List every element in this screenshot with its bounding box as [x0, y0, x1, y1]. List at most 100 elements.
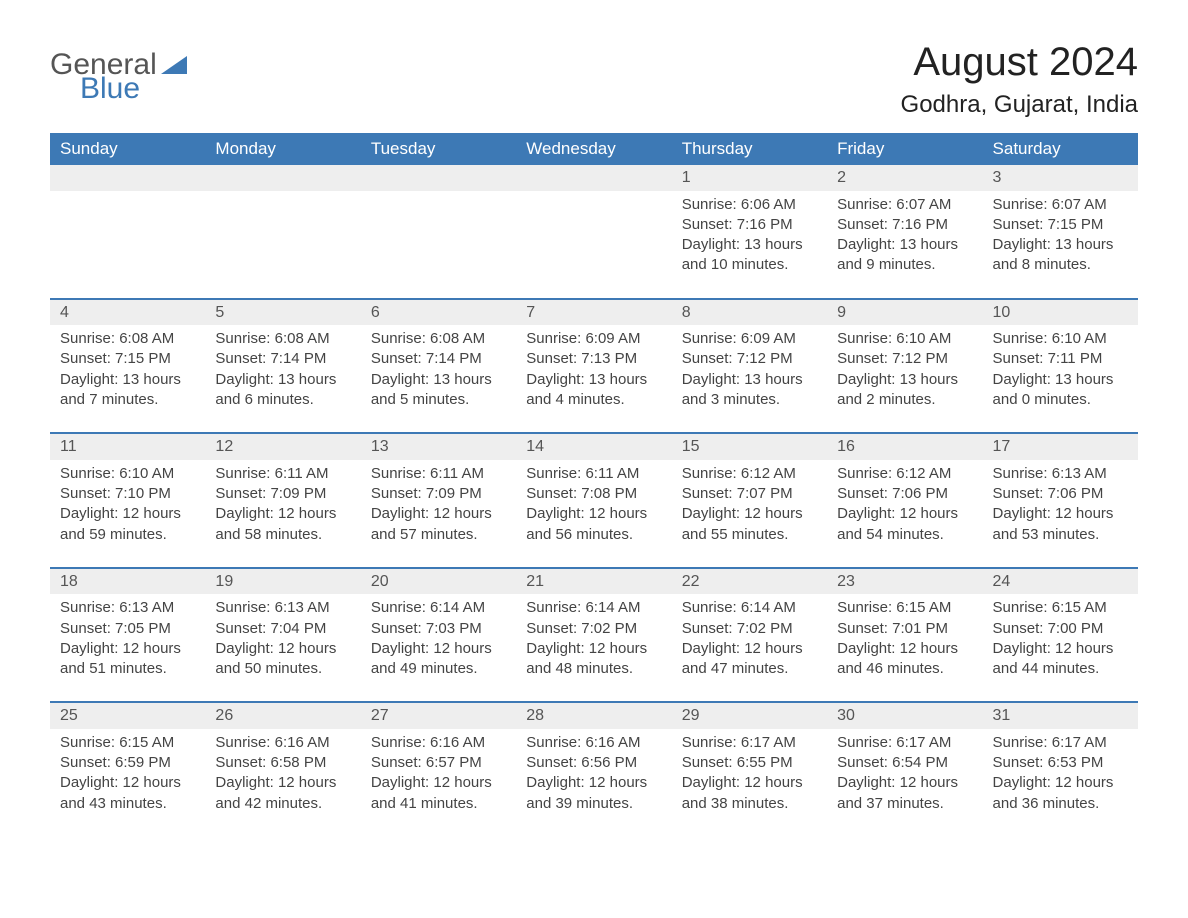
- day-info-cell: Sunrise: 6:13 AMSunset: 7:06 PMDaylight:…: [983, 460, 1138, 568]
- day-number-cell: 26: [205, 702, 360, 729]
- day-number-row: 25262728293031: [50, 702, 1138, 729]
- sunrise-text: Sunrise: 6:14 AM: [526, 598, 661, 618]
- location-label: Godhra, Gujarat, India: [901, 91, 1138, 119]
- day-info-cell: [516, 191, 671, 299]
- day-info-cell: Sunrise: 6:17 AMSunset: 6:54 PMDaylight:…: [827, 729, 982, 836]
- day-number-cell: 21: [516, 568, 671, 595]
- sunrise-text: Sunrise: 6:16 AM: [526, 733, 661, 753]
- day-number-cell: 4: [50, 299, 205, 326]
- daylight-text: Daylight: 12 hours and 53 minutes.: [993, 504, 1128, 545]
- day-info-row: Sunrise: 6:13 AMSunset: 7:05 PMDaylight:…: [50, 594, 1138, 702]
- sunrise-text: Sunrise: 6:16 AM: [371, 733, 506, 753]
- day-number-cell: 3: [983, 165, 1138, 191]
- day-info-cell: Sunrise: 6:16 AMSunset: 6:56 PMDaylight:…: [516, 729, 671, 836]
- sunset-text: Sunset: 7:16 PM: [682, 215, 817, 235]
- sunset-text: Sunset: 6:54 PM: [837, 753, 972, 773]
- sunset-text: Sunset: 7:11 PM: [993, 349, 1128, 369]
- sunset-text: Sunset: 7:15 PM: [993, 215, 1128, 235]
- day-info-cell: Sunrise: 6:11 AMSunset: 7:08 PMDaylight:…: [516, 460, 671, 568]
- sunrise-text: Sunrise: 6:15 AM: [993, 598, 1128, 618]
- daylight-text: Daylight: 12 hours and 42 minutes.: [215, 773, 350, 814]
- weekday-header: Thursday: [672, 133, 827, 165]
- sunset-text: Sunset: 7:10 PM: [60, 484, 195, 504]
- day-number-cell: 2: [827, 165, 982, 191]
- day-number-cell: 19: [205, 568, 360, 595]
- sunset-text: Sunset: 6:57 PM: [371, 753, 506, 773]
- daylight-text: Daylight: 12 hours and 41 minutes.: [371, 773, 506, 814]
- daylight-text: Daylight: 12 hours and 50 minutes.: [215, 639, 350, 680]
- sunrise-text: Sunrise: 6:13 AM: [215, 598, 350, 618]
- daylight-text: Daylight: 12 hours and 44 minutes.: [993, 639, 1128, 680]
- weekday-header-row: Sunday Monday Tuesday Wednesday Thursday…: [50, 133, 1138, 165]
- sunrise-text: Sunrise: 6:09 AM: [682, 329, 817, 349]
- day-number-cell: 22: [672, 568, 827, 595]
- day-number-cell: 7: [516, 299, 671, 326]
- day-info-cell: Sunrise: 6:16 AMSunset: 6:57 PMDaylight:…: [361, 729, 516, 836]
- daylight-text: Daylight: 12 hours and 59 minutes.: [60, 504, 195, 545]
- sunset-text: Sunset: 6:53 PM: [993, 753, 1128, 773]
- sunset-text: Sunset: 7:06 PM: [837, 484, 972, 504]
- daylight-text: Daylight: 13 hours and 3 minutes.: [682, 370, 817, 411]
- sunset-text: Sunset: 7:07 PM: [682, 484, 817, 504]
- day-number-cell: 15: [672, 433, 827, 460]
- sunrise-text: Sunrise: 6:17 AM: [682, 733, 817, 753]
- sunset-text: Sunset: 7:00 PM: [993, 619, 1128, 639]
- daylight-text: Daylight: 12 hours and 49 minutes.: [371, 639, 506, 680]
- title-block: August 2024 Godhra, Gujarat, India: [901, 40, 1138, 129]
- logo: General Blue: [50, 50, 189, 104]
- sunrise-text: Sunrise: 6:13 AM: [993, 464, 1128, 484]
- daylight-text: Daylight: 13 hours and 9 minutes.: [837, 235, 972, 276]
- day-number-cell: 11: [50, 433, 205, 460]
- day-number-cell: 1: [672, 165, 827, 191]
- day-number-row: 11121314151617: [50, 433, 1138, 460]
- day-info-cell: Sunrise: 6:09 AMSunset: 7:13 PMDaylight:…: [516, 325, 671, 433]
- daylight-text: Daylight: 13 hours and 2 minutes.: [837, 370, 972, 411]
- day-info-cell: Sunrise: 6:11 AMSunset: 7:09 PMDaylight:…: [361, 460, 516, 568]
- day-number-cell: 14: [516, 433, 671, 460]
- weekday-header: Sunday: [50, 133, 205, 165]
- sunset-text: Sunset: 7:16 PM: [837, 215, 972, 235]
- day-info-cell: Sunrise: 6:10 AMSunset: 7:11 PMDaylight:…: [983, 325, 1138, 433]
- month-title: August 2024: [901, 40, 1138, 85]
- sunrise-text: Sunrise: 6:13 AM: [60, 598, 195, 618]
- day-info-cell: [361, 191, 516, 299]
- day-number-cell: 30: [827, 702, 982, 729]
- day-number-cell: [516, 165, 671, 191]
- sunset-text: Sunset: 7:04 PM: [215, 619, 350, 639]
- day-number-cell: 24: [983, 568, 1138, 595]
- sunrise-text: Sunrise: 6:12 AM: [682, 464, 817, 484]
- day-number-cell: 12: [205, 433, 360, 460]
- day-info-cell: [50, 191, 205, 299]
- sunset-text: Sunset: 7:15 PM: [60, 349, 195, 369]
- sunset-text: Sunset: 7:12 PM: [682, 349, 817, 369]
- day-info-cell: Sunrise: 6:11 AMSunset: 7:09 PMDaylight:…: [205, 460, 360, 568]
- daylight-text: Daylight: 12 hours and 47 minutes.: [682, 639, 817, 680]
- day-info-cell: Sunrise: 6:14 AMSunset: 7:03 PMDaylight:…: [361, 594, 516, 702]
- logo-text-blue: Blue: [80, 74, 189, 104]
- daylight-text: Daylight: 12 hours and 48 minutes.: [526, 639, 661, 680]
- day-info-cell: Sunrise: 6:14 AMSunset: 7:02 PMDaylight:…: [516, 594, 671, 702]
- sunrise-text: Sunrise: 6:16 AM: [215, 733, 350, 753]
- day-number-row: 45678910: [50, 299, 1138, 326]
- day-info-cell: Sunrise: 6:10 AMSunset: 7:10 PMDaylight:…: [50, 460, 205, 568]
- sunset-text: Sunset: 7:01 PM: [837, 619, 972, 639]
- day-number-cell: 17: [983, 433, 1138, 460]
- day-info-row: Sunrise: 6:10 AMSunset: 7:10 PMDaylight:…: [50, 460, 1138, 568]
- daylight-text: Daylight: 12 hours and 55 minutes.: [682, 504, 817, 545]
- day-info-cell: Sunrise: 6:16 AMSunset: 6:58 PMDaylight:…: [205, 729, 360, 836]
- sunset-text: Sunset: 7:05 PM: [60, 619, 195, 639]
- daylight-text: Daylight: 12 hours and 58 minutes.: [215, 504, 350, 545]
- day-info-cell: Sunrise: 6:15 AMSunset: 7:01 PMDaylight:…: [827, 594, 982, 702]
- sunrise-text: Sunrise: 6:14 AM: [371, 598, 506, 618]
- day-number-cell: 31: [983, 702, 1138, 729]
- day-number-cell: 8: [672, 299, 827, 326]
- day-info-row: Sunrise: 6:15 AMSunset: 6:59 PMDaylight:…: [50, 729, 1138, 836]
- sunrise-text: Sunrise: 6:11 AM: [526, 464, 661, 484]
- day-info-cell: [205, 191, 360, 299]
- day-info-cell: Sunrise: 6:07 AMSunset: 7:15 PMDaylight:…: [983, 191, 1138, 299]
- sunset-text: Sunset: 7:09 PM: [215, 484, 350, 504]
- sunrise-text: Sunrise: 6:15 AM: [837, 598, 972, 618]
- day-info-cell: Sunrise: 6:12 AMSunset: 7:06 PMDaylight:…: [827, 460, 982, 568]
- day-info-cell: Sunrise: 6:12 AMSunset: 7:07 PMDaylight:…: [672, 460, 827, 568]
- daylight-text: Daylight: 13 hours and 10 minutes.: [682, 235, 817, 276]
